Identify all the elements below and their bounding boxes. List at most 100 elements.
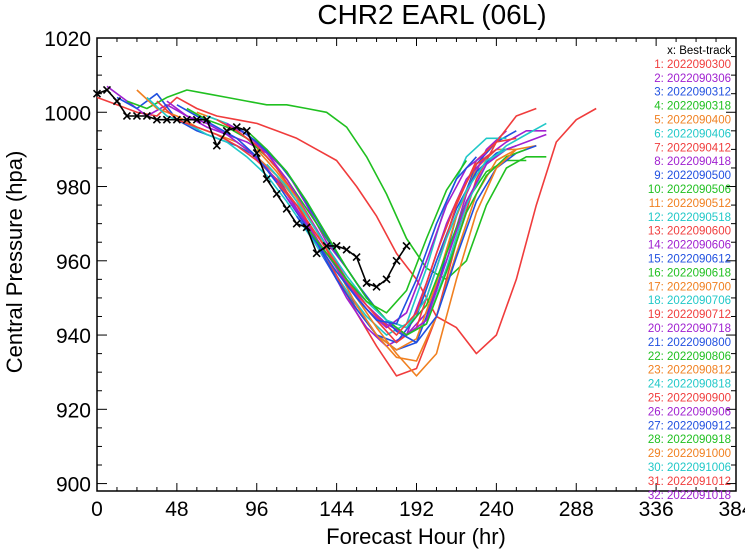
best-track-point [302,223,311,232]
chart-title: CHR2 EARL (06L) [317,0,546,30]
best-track-point [262,175,271,184]
legend: x: Best-track 1: 2022090300 2: 2022090306 3… [648,45,731,502]
legend-entry: 29: 2022091000 [648,448,731,460]
legend-entry: 12: 2022090518 [648,212,731,224]
best-track-point [362,278,371,288]
x-axis-label: Forecast Hour (hr) [326,524,506,549]
legend-entry: 4: 2022090318 [654,101,731,113]
x-tick-label: 384 [718,498,745,521]
series-line-18 [266,148,507,329]
series-line-22 [306,160,468,314]
series-line-2 [106,85,507,336]
best-track-point [112,97,122,106]
best-track-point [312,249,321,258]
best-track-line [96,89,408,288]
best-track-point [202,115,211,124]
x-tick-label: 0 [91,498,103,521]
legend-entry: 13: 2022090600 [648,226,731,238]
legend-entry: 28: 2022090918 [648,434,731,446]
best-track-point [102,85,112,95]
y-tick-label: 1020 [44,28,91,51]
y-tick-label: 940 [56,325,91,348]
series-line-19 [276,148,497,336]
legend-entry: 30: 2022091006 [648,462,731,474]
x-tick-label: 336 [639,498,674,521]
y-tick-label: 960 [56,251,91,274]
best-track-point [192,115,201,124]
best-track-point [162,115,171,124]
best-track-point [372,282,381,291]
best-track-point [352,253,361,262]
series-layer [96,85,597,377]
y-tick-label: 900 [56,474,91,497]
series-line-3 [116,92,517,351]
best-track-point [342,245,351,254]
legend-entry: 14: 2022090606 [648,240,731,252]
legend-entry: 25: 2022090900 [648,393,731,405]
x-tick-label: 192 [399,498,434,521]
best-track-point [272,189,281,199]
x-tick-label: 96 [245,498,268,521]
legend-entry: 3: 2022090312 [654,87,731,99]
legend-entry: 21: 2022090800 [648,337,731,349]
legend-entry: 11: 2022090512 [649,198,731,210]
best-track-point [222,126,231,135]
best-track-point [252,149,261,158]
legend-entry: 10: 2022090506 [648,184,731,196]
y-tick-label: 980 [56,177,91,200]
best-track-point [292,219,301,228]
legend-entry: 24: 2022090818 [648,379,731,391]
x-tick-label: 48 [165,498,188,521]
series-line-17 [256,148,517,377]
legend-entry: 15: 2022090612 [648,254,731,266]
series-line-1 [96,96,597,355]
series-line-9 [176,104,517,344]
legend-entry: 6: 2022090406 [654,128,731,140]
legend-entry: x: Best-track [667,45,731,57]
best-track-point [282,204,291,213]
legend-entry: 5: 2022090400 [654,115,731,127]
legend-entry: 16: 2022090618 [648,267,731,279]
best-track-point [242,126,251,135]
series-line-14 [226,122,547,336]
legend-entry: 7: 2022090412 [654,142,731,154]
x-tick-label: 240 [479,498,514,521]
best-track-point [152,115,161,124]
legend-entry: 9: 2022090500 [654,170,731,182]
best-track-point [122,111,132,121]
legend-entry: 32: 2022091018 [648,490,731,502]
best-track-point [232,123,241,132]
best-track-point [392,256,401,265]
best-track-point [402,241,411,251]
best-track-point [142,111,151,121]
legend-entry: 17: 2022090700 [648,281,731,293]
series-line-21 [296,156,477,325]
best-track-point [212,141,221,150]
series-line-4 [126,89,547,281]
legend-entry: 19: 2022090712 [648,309,731,321]
best-track-point [132,111,142,121]
legend-entry: 22: 2022090806 [648,351,731,363]
legend-entry: 1: 2022090300 [654,59,731,71]
y-tick-label: 1000 [44,102,91,125]
best-track-point [322,241,331,251]
x-tick-label: 288 [559,498,594,521]
x-tick-label: 144 [319,498,354,521]
y-tick-label: 920 [56,399,91,422]
best-track-point [92,89,102,98]
best-track-point [172,115,181,124]
legend-entry: 2: 2022090306 [654,73,731,85]
legend-entry: 20: 2022090718 [648,323,731,335]
best-track-point [332,241,341,251]
legend-entry: 31: 2022091012 [648,476,731,488]
legend-entry: 26: 2022090906 [648,406,731,418]
legend-entry: 23: 2022090812 [648,365,731,377]
axes: 0 48 96 144 192 240 288 336 384 900 920 940 960 980 10… [44,28,745,521]
series-line-8 [166,100,547,348]
best-track-point [182,115,191,124]
y-axis-label: Central Pressure (hpa) [2,151,27,374]
legend-entry: 18: 2022090706 [648,295,731,307]
legend-entry: 27: 2022090912 [648,420,731,432]
best-track-point [382,275,391,284]
